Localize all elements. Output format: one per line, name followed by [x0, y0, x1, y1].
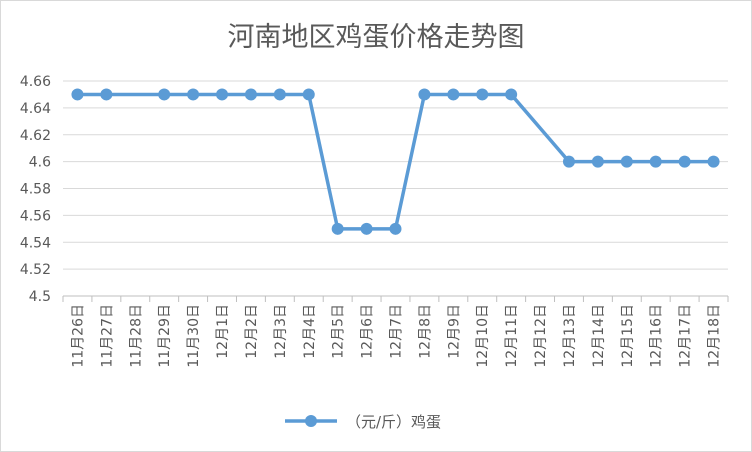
x-tick-label: 11月30日 [186, 304, 202, 368]
x-tick-label: 12月14日 [591, 304, 607, 368]
data-point [331, 222, 344, 235]
data-point [447, 88, 460, 101]
data-point [244, 88, 257, 101]
data-point [216, 88, 229, 101]
x-tick-label: 12月13日 [562, 304, 578, 368]
x-tick-label: 11月27日 [99, 304, 115, 368]
data-point [273, 88, 286, 101]
data-point [360, 222, 373, 235]
data-point [71, 88, 84, 101]
data-point [418, 88, 431, 101]
x-tick-label: 12月10日 [475, 304, 491, 368]
legend-label: （元/斤）鸡蛋 [346, 413, 441, 431]
data-point [158, 88, 171, 101]
x-tick-label: 12月4日 [302, 304, 318, 359]
x-axis [62, 296, 729, 302]
x-tick-label: 12月1日 [215, 304, 231, 359]
y-tick-label: 4.56 [20, 208, 51, 224]
x-tick-label: 12月11日 [504, 304, 520, 368]
x-tick-label: 12月15日 [620, 304, 636, 368]
data-point [187, 88, 200, 101]
x-tick-label: 12月3日 [273, 304, 289, 359]
data-point [389, 222, 402, 235]
legend-point-marker [305, 415, 317, 427]
x-tick-label: 12月18日 [707, 304, 723, 368]
x-tick-label: 12月8日 [417, 304, 433, 359]
x-tick-label: 12月12日 [533, 304, 549, 368]
data-point [505, 88, 518, 101]
x-tick-label: 12月6日 [360, 304, 376, 359]
x-tick-label: 11月29日 [157, 304, 173, 368]
legend: （元/斤）鸡蛋 [285, 413, 441, 431]
series-layer [71, 88, 720, 235]
grid-lines [63, 80, 728, 297]
data-point [591, 155, 604, 168]
y-tick-label: 4.66 [20, 74, 51, 90]
y-tick-label: 4.6 [29, 155, 51, 171]
x-tick-label: 12月2日 [244, 304, 260, 359]
x-tick-label: 11月28日 [128, 304, 144, 368]
x-tick-label: 12月17日 [678, 304, 694, 368]
y-tick-label: 4.62 [20, 128, 51, 144]
chart-title: 河南地区鸡蛋价格走势图 [228, 22, 525, 53]
x-tick-label: 12月7日 [389, 304, 405, 359]
y-tick-label: 4.64 [20, 101, 51, 117]
x-tick-label: 11月26日 [70, 304, 86, 368]
y-axis-tick-labels: 4.5 4.52 4.54 4.56 4.58 4.6 4.62 4.64 4.66 [20, 74, 51, 305]
x-tick-label: 12月16日 [649, 304, 665, 368]
y-tick-label: 4.54 [20, 235, 51, 251]
y-tick-label: 4.52 [20, 262, 51, 278]
x-axis-tick-labels: 11月26日 11月27日 11月28日 11月29日 11月30日 12月1日 12月2日… [70, 304, 722, 368]
data-point [707, 155, 720, 168]
data-point [100, 88, 113, 101]
x-tick-label: 12月5日 [331, 304, 347, 359]
x-tick-label: 12月9日 [446, 304, 462, 359]
data-point [476, 88, 489, 101]
data-point [562, 155, 575, 168]
data-point [649, 155, 662, 168]
data-point [678, 155, 691, 168]
data-point [620, 155, 633, 168]
data-point [302, 88, 315, 101]
y-tick-label: 4.5 [29, 289, 51, 305]
y-tick-label: 4.58 [20, 182, 51, 198]
